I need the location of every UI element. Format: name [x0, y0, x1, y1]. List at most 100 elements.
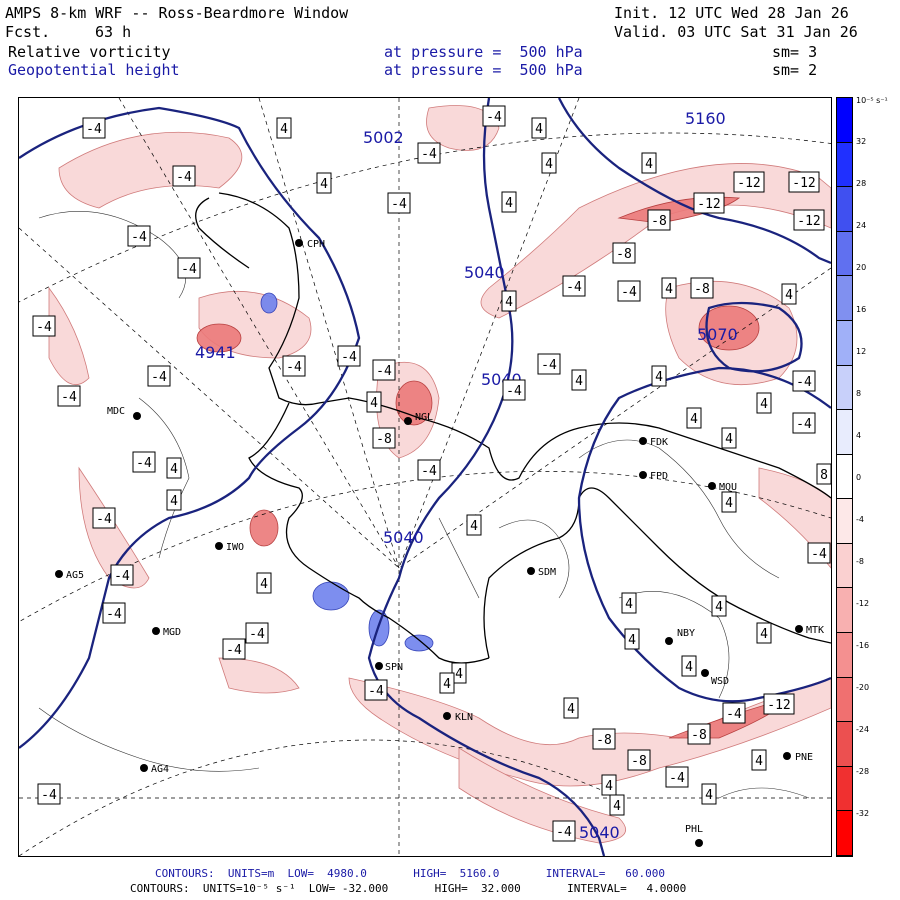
vorticity-label-box [601, 774, 617, 796]
vorticity-label-box [721, 491, 737, 513]
vorticity-label: -4 [106, 607, 122, 622]
height-label: 5160 [685, 109, 726, 128]
station-label: KLN [455, 712, 473, 723]
vorticity-label: -4 [726, 707, 742, 722]
station-label: SDM [538, 567, 556, 578]
vorticity-label: 4 [455, 667, 463, 682]
vorticity-label-box [562, 275, 586, 297]
field-pressure-vorticity: at pressure = 500 hPa [384, 43, 583, 61]
vorticity-label-box [37, 783, 61, 805]
vorticity-label: 4 [645, 157, 653, 172]
field-name-height: Geopotential height [8, 61, 180, 79]
vorticity-label: 4 [760, 397, 768, 412]
forecast-label: Fcst. [5, 23, 51, 41]
station-label: SPN [385, 662, 403, 673]
vorticity-label: -8 [694, 282, 710, 297]
vorticity-label: -8 [596, 733, 612, 748]
vorticity-label: -4 [486, 110, 502, 125]
vorticity-label-box [172, 165, 196, 187]
vorticity-label-box [571, 369, 587, 391]
station-label: FPD [650, 471, 668, 482]
field-name-vorticity: Relative vorticity [8, 43, 171, 61]
station-labels: CPH MDC NGL FDK FPD MOU IWO AG5 MGD SDM … [66, 239, 824, 835]
colorbar-swatch [837, 677, 852, 723]
vorticity-label-box [531, 117, 547, 139]
colorbar-tick-label: -8 [856, 557, 864, 566]
map-title: AMPS 8-km WRF -- Ross-Beardmore Window [5, 4, 349, 22]
vorticity-label-box [387, 192, 411, 214]
vorticity-label-box [316, 172, 332, 194]
vorticity-label: -4 [811, 547, 827, 562]
colorbar-tick-label: 16 [856, 305, 867, 314]
vorticity-label: 4 [715, 600, 723, 615]
colorbar-tick-label: 24 [856, 221, 867, 230]
vorticity-label-box [816, 463, 831, 485]
vorticity-label-box [793, 209, 825, 231]
vorticity-label-box [110, 564, 134, 586]
vorticity-label-box [501, 290, 517, 312]
vorticity-label: -4 [566, 280, 582, 295]
colorbar-tick-label: -16 [856, 641, 870, 650]
vorticity-label-box [466, 514, 482, 536]
station-label: PHL [685, 824, 703, 835]
vorticity-label: -4 [376, 364, 392, 379]
station-label: MDC [107, 406, 125, 417]
vorticity-label: -4 [286, 360, 302, 375]
vorticity-label: -4 [114, 569, 130, 584]
station-label: MOU [719, 482, 737, 493]
colorbar-swatch [837, 499, 852, 544]
vorticity-label: -4 [796, 375, 812, 390]
vorticity-label-box [563, 697, 579, 719]
vorticity-label-box [57, 385, 81, 407]
height-label: 5040 [464, 263, 505, 282]
station-label: FDK [650, 437, 668, 448]
vorticity-label-box [792, 412, 816, 434]
colorbar-tick-label: 4 [856, 431, 862, 440]
vorticity-label: 4 [505, 295, 513, 310]
vorticity-label: -4 [249, 627, 265, 642]
vorticity-label-box [501, 191, 517, 213]
vorticity-label: 4 [760, 627, 768, 642]
colorbar-swatch [837, 98, 852, 143]
vorticity-label-box [661, 277, 677, 299]
vorticity-label: 4 [260, 577, 268, 592]
vorticity-label: -4 [341, 350, 357, 365]
vorticity-label-box [711, 595, 727, 617]
vorticity-contour-labels: -4 4-44-444-4 4-4 4-12 -12-12-8 -12-4-8-4-4 -4… [32, 105, 831, 842]
colorbar-tick-label: -12 [856, 599, 870, 608]
colorbar-swatch [837, 588, 852, 634]
vorticity-label: -4 [541, 358, 557, 373]
vorticity-label: -12 [797, 214, 820, 229]
vorticity-label: 4 [705, 788, 713, 803]
field-pressure-height: at pressure = 500 hPa [384, 61, 583, 79]
vorticity-label-box [541, 152, 557, 174]
vorticity-label: 4 [628, 633, 636, 648]
colorbar-swatch [837, 187, 852, 232]
vorticity-label-box [417, 459, 441, 481]
vorticity-label-box [687, 723, 711, 745]
vorticity-label-box [127, 225, 151, 247]
colorbar-swatch [837, 722, 852, 767]
vorticity-label: 4 [625, 597, 633, 612]
colorbar [836, 97, 853, 857]
vorticity-label-box [756, 622, 772, 644]
vorticity-label-box [537, 353, 561, 375]
colorbar-swatch [837, 410, 852, 455]
vorticity-label-box [166, 489, 182, 511]
vorticity-label: -4 [41, 788, 57, 803]
vorticity-label: -4 [621, 285, 637, 300]
vorticity-label-box [222, 638, 246, 660]
station-label: NBY [677, 628, 695, 639]
vorticity-label-box [651, 365, 667, 387]
vorticity-label: -8 [651, 214, 667, 229]
vorticity-label-box [256, 572, 272, 594]
colorbar-swatch [837, 276, 852, 321]
vorticity-label: -4 [368, 684, 384, 699]
vorticity-label-box [82, 117, 106, 139]
vorticity-label: 8 [820, 468, 828, 483]
vorticity-label-box [609, 794, 625, 816]
vorticity-label: -4 [36, 320, 52, 335]
vorticity-label: -4 [506, 384, 522, 399]
vorticity-label-box [693, 192, 725, 214]
colorbar-swatch [837, 633, 852, 678]
